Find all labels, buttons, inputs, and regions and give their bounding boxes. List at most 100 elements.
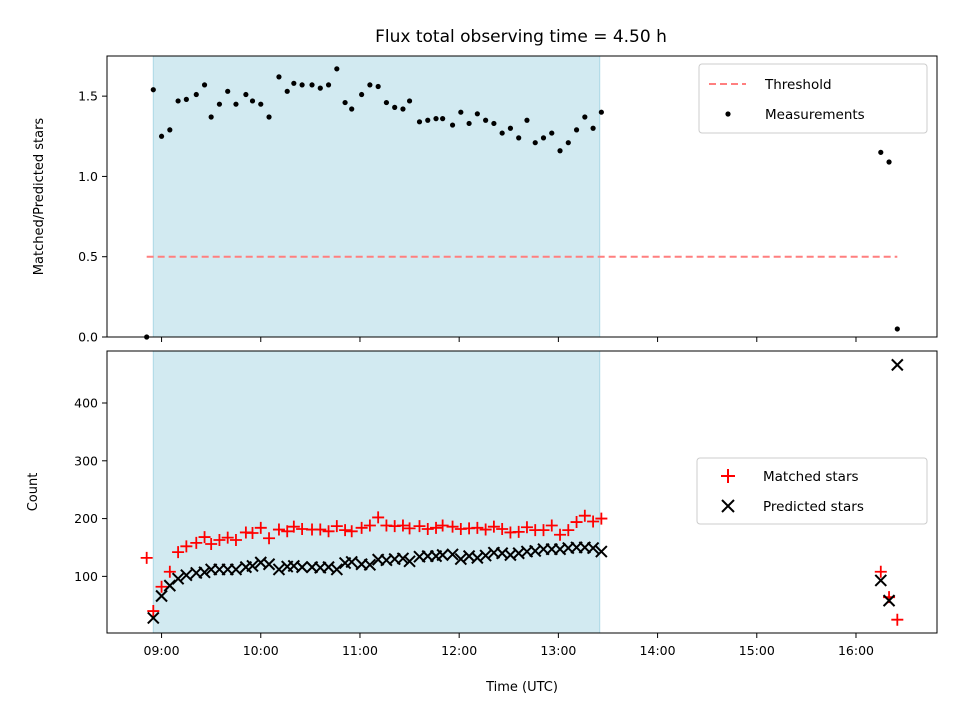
measurement-point [458, 109, 464, 115]
measurement-point [406, 98, 413, 104]
predicted-stars-point [246, 559, 259, 573]
measurement-point [309, 82, 315, 88]
measurement-point [491, 120, 497, 127]
ratio-axes-frame [106, 55, 938, 338]
matched-stars-point [190, 536, 203, 549]
predicted-stars-point [403, 555, 416, 568]
matched-stars-point [421, 522, 434, 535]
matched-stars-point [147, 605, 160, 618]
xtick-label: 14:00 [640, 643, 676, 658]
series-measurements [144, 66, 900, 340]
predicted-stars-point [586, 541, 600, 555]
measurement-point [524, 117, 530, 123]
measurement-point [440, 116, 446, 122]
predicted-stars-point [874, 574, 887, 587]
measurement-point [342, 99, 348, 106]
matched-stars-point [487, 520, 500, 533]
measurement-point [590, 125, 596, 131]
measurement-point [886, 159, 892, 165]
measurement-point [573, 127, 580, 133]
series-predicted-stars [147, 358, 904, 625]
measurement-point [349, 106, 355, 112]
matched-stars-point [479, 523, 492, 536]
measurement-point [193, 91, 199, 98]
measurement-point [233, 101, 239, 107]
measurement-point [474, 111, 480, 117]
predicted-stars-legend-swatch [721, 499, 735, 513]
matched-stars-legend-label: Matched stars [763, 469, 859, 485]
count-ylabel: Count [26, 473, 41, 512]
ratio-ytick-label: 1.0 [78, 169, 98, 184]
xtick-label: 12:00 [441, 643, 477, 658]
matched-stars-point [413, 520, 426, 533]
matched-stars-point [595, 512, 608, 525]
predicted-stars-point [272, 563, 286, 576]
ratio-legend-frame [698, 63, 928, 134]
measurement-point [540, 135, 547, 141]
matched-stars-point [229, 533, 242, 546]
predicted-stars-point [436, 548, 449, 562]
matched-stars-point [520, 521, 533, 534]
predicted-stars-point [155, 589, 168, 603]
matched-stars-point [891, 613, 904, 626]
matched-stars-point [322, 525, 335, 538]
matched-stars-point [403, 522, 416, 535]
measurement-point [359, 91, 365, 98]
matched-stars-point [570, 516, 583, 529]
measurement-point [383, 99, 390, 106]
measurement-point [317, 85, 323, 91]
measurement-point [549, 130, 555, 136]
ratio-ytick-label: 0.5 [78, 249, 98, 264]
matched-stars-point [155, 580, 168, 593]
predicted-stars-point [595, 545, 608, 558]
predicted-stars-point [198, 566, 211, 579]
matched-stars-point [272, 523, 285, 536]
threshold-legend-label: Threshold [764, 77, 832, 93]
matched-stars-point [246, 527, 259, 540]
matched-stars-point [512, 525, 525, 538]
measurement-point [375, 83, 381, 90]
measurement-point [425, 117, 431, 123]
predicted-stars-point [891, 358, 904, 372]
measurements-legend-swatch [725, 111, 731, 117]
measurement-point [499, 130, 505, 136]
measurement-point [392, 104, 398, 110]
measurement-point [466, 120, 472, 127]
measurement-point [507, 125, 514, 131]
matched-stars-point [281, 525, 294, 538]
predicted-stars-legend-label: Predicted stars [763, 499, 864, 515]
matched-stars-point [372, 511, 385, 524]
matched-stars-point [430, 521, 443, 534]
measurement-point [276, 74, 282, 80]
measurement-point [150, 87, 156, 93]
matched-stars-point [545, 519, 558, 532]
matched-stars-point [355, 521, 368, 534]
measurement-point [516, 135, 522, 141]
predicted-stars-point [479, 549, 492, 562]
xtick-label: 13:00 [540, 643, 576, 658]
matched-stars-point [471, 521, 484, 534]
matched-stars-point [446, 520, 459, 533]
xlabel: Time (UTC) [485, 680, 558, 695]
measurement-point [249, 98, 256, 104]
matched-stars-point [254, 521, 267, 534]
measurement-point [158, 133, 165, 139]
xtick-label: 10:00 [243, 643, 279, 658]
matched-stars-point [537, 524, 550, 537]
matched-stars-point [213, 533, 226, 546]
series-matched-stars [140, 509, 904, 626]
figure-title: Flux total observing time = 4.50 h [375, 27, 667, 47]
predicted-stars-point [229, 563, 243, 576]
matched-stars-point [496, 522, 509, 535]
predicted-stars-point [330, 563, 344, 576]
ratio-ytick-label: 0.0 [78, 330, 98, 345]
predicted-stars-point [396, 552, 410, 565]
measurement-point [175, 98, 181, 104]
count-ytick-label: 100 [74, 569, 98, 584]
measurement-point [557, 148, 563, 154]
measurement-point [532, 140, 538, 146]
matched-stars-point [436, 519, 449, 532]
count-ytick-label: 300 [74, 453, 98, 468]
measurement-point [243, 91, 249, 98]
matched-stars-point [330, 520, 343, 533]
